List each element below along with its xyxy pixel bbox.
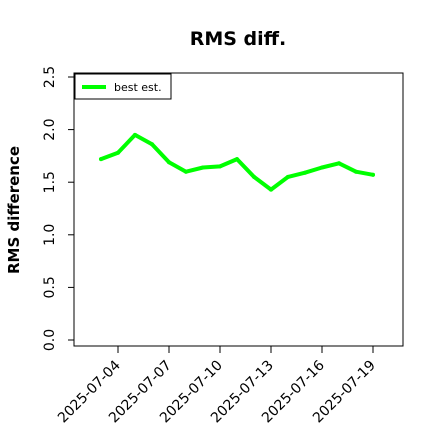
y-tick-label: 0.5 (42, 276, 58, 298)
data-point (235, 157, 239, 162)
series-layer (99, 132, 375, 192)
x-axis: 2025-07-042025-07-072025-07-102025-07-13… (55, 346, 379, 426)
data-point (133, 132, 137, 137)
data-point (116, 150, 120, 155)
plot-frame (73, 72, 404, 347)
data-point (337, 161, 341, 166)
y-tick-label: 0.0 (42, 329, 58, 351)
data-point (269, 187, 273, 192)
y-tick-label: 2.5 (42, 66, 58, 88)
data-point (252, 174, 256, 179)
y-axis-label: RMS difference (5, 146, 23, 274)
data-point (320, 165, 324, 170)
data-point (286, 174, 290, 179)
data-point (201, 165, 205, 170)
legend-label: best est. (114, 81, 162, 94)
data-point (371, 172, 375, 177)
legend: best est. (74, 73, 172, 100)
data-point (99, 157, 103, 162)
y-tick-label: 1.0 (42, 224, 58, 246)
data-point (354, 169, 358, 174)
data-point (167, 160, 171, 165)
y-axis: 0.0 0.5 1.0 1.5 2.0 2.5 (42, 66, 74, 351)
data-point (150, 142, 154, 147)
y-tick-label: 2.0 (42, 118, 58, 140)
data-point (303, 170, 307, 175)
series-line (99, 132, 375, 192)
y-tick-label: 1.5 (42, 171, 58, 193)
data-point (218, 164, 222, 169)
data-point (184, 169, 188, 174)
chart-title: RMS diff. (190, 28, 287, 50)
